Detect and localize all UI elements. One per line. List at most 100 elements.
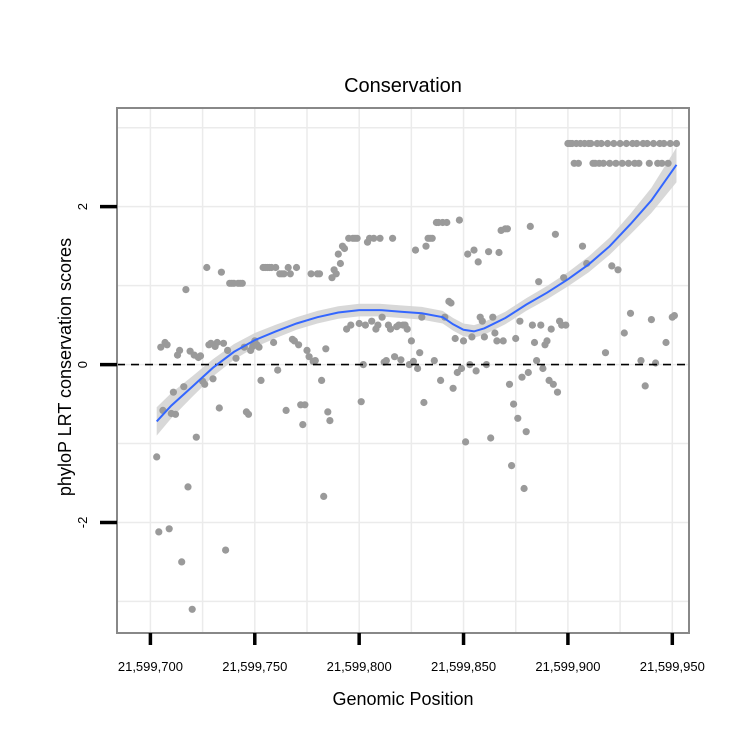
data-point — [662, 338, 670, 347]
data-point — [301, 401, 309, 409]
data-point — [635, 159, 643, 167]
data-point — [322, 345, 330, 353]
data-point — [201, 380, 209, 388]
data-point — [451, 334, 459, 343]
data-point — [157, 343, 165, 351]
data-point — [574, 159, 583, 167]
y-tick-label: 2 — [75, 203, 90, 210]
y-axis-title: phyloP LRT conservation scores — [55, 238, 75, 496]
data-point — [378, 313, 386, 321]
data-point — [643, 139, 651, 148]
data-point — [601, 349, 610, 357]
x-tick-label: 21,599,850 — [431, 659, 496, 674]
x-tick-label: 21,599,900 — [535, 659, 600, 674]
data-point — [516, 317, 524, 325]
data-point — [353, 234, 361, 242]
data-point — [618, 159, 626, 167]
y-axis: -2 0 2 — [75, 203, 117, 528]
data-point — [528, 321, 537, 329]
data-point — [549, 380, 557, 388]
data-point — [334, 250, 342, 258]
data-point — [255, 343, 263, 351]
data-point — [597, 139, 605, 148]
data-point — [547, 325, 555, 333]
data-point — [428, 234, 436, 242]
data-point — [464, 250, 472, 258]
data-point — [522, 428, 530, 436]
data-point — [543, 337, 551, 345]
data-point — [493, 337, 501, 345]
y-tick-label: -2 — [75, 517, 90, 529]
data-point — [303, 346, 311, 354]
data-point — [616, 139, 624, 148]
data-point — [457, 364, 466, 373]
data-point — [551, 230, 560, 238]
data-point — [182, 286, 190, 294]
data-point — [184, 483, 192, 491]
x-tick-label: 21,599,950 — [640, 659, 705, 674]
data-point — [165, 525, 173, 533]
data-point — [320, 492, 328, 500]
data-point — [257, 376, 265, 384]
data-point — [430, 357, 438, 365]
data-point — [155, 528, 163, 536]
data-point — [192, 433, 200, 441]
data-point — [489, 313, 497, 321]
data-point — [443, 218, 451, 227]
data-point — [368, 317, 376, 325]
data-point — [535, 278, 543, 286]
data-point — [604, 139, 612, 148]
data-point — [437, 376, 445, 384]
data-point — [459, 337, 468, 345]
data-point — [553, 388, 562, 396]
data-point — [518, 373, 526, 381]
panel-border — [116, 107, 690, 634]
data-point — [578, 242, 587, 250]
data-point — [397, 356, 405, 364]
data-point — [495, 248, 503, 257]
data-point — [608, 262, 616, 270]
data-point — [468, 333, 476, 341]
x-axis: 21,599,700 21,599,750 21,599,800 21,599,850… — [118, 633, 705, 674]
data-point — [539, 364, 547, 373]
data-point — [357, 398, 365, 406]
data-point — [480, 333, 488, 341]
data-point — [295, 341, 303, 349]
data-point — [664, 159, 672, 167]
data-point — [612, 159, 620, 167]
data-point — [633, 139, 641, 148]
data-point — [280, 270, 288, 278]
data-point — [418, 313, 426, 321]
data-point — [203, 263, 211, 272]
data-point — [217, 268, 225, 276]
data-point — [382, 357, 390, 365]
data-point — [282, 406, 290, 414]
chart-title: Conservation — [344, 75, 462, 97]
data-point — [455, 216, 463, 224]
data-point — [318, 376, 326, 384]
data-point — [411, 246, 420, 254]
data-point — [355, 319, 363, 328]
data-point — [163, 341, 171, 349]
data-point — [224, 346, 232, 354]
data-point — [299, 421, 307, 429]
data-point — [361, 321, 369, 329]
data-point — [599, 159, 608, 167]
data-point — [514, 414, 522, 422]
data-point — [472, 367, 480, 375]
data-point — [610, 139, 618, 148]
data-point — [620, 329, 628, 337]
data-point — [336, 259, 344, 268]
data-point — [505, 380, 514, 388]
data-point — [587, 139, 595, 148]
data-point — [449, 384, 457, 392]
data-point — [178, 558, 186, 566]
data-point — [622, 139, 631, 148]
data-point — [670, 312, 679, 320]
data-point — [422, 242, 430, 250]
data-point — [391, 353, 399, 361]
y-tick-label: 0 — [75, 361, 90, 368]
data-point — [526, 222, 534, 230]
data-point — [347, 321, 355, 329]
data-point — [244, 410, 253, 418]
